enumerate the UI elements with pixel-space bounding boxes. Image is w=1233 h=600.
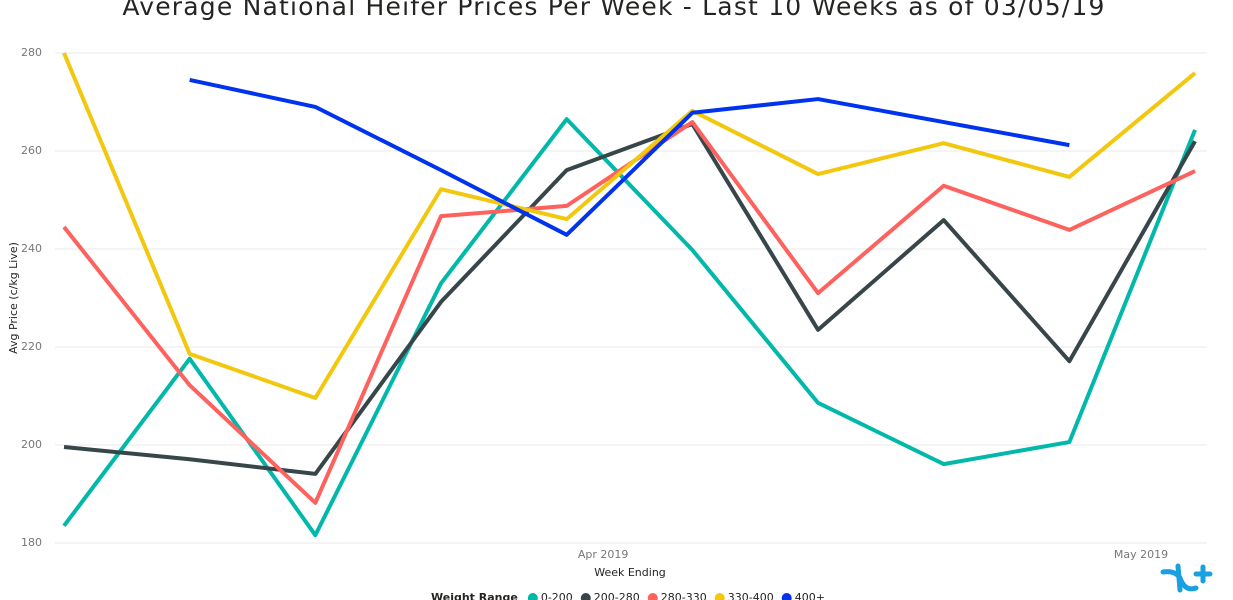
chart-title: Average National Heifer Prices Per Week …: [122, 0, 1105, 21]
x-tick-label: May 2019: [1114, 548, 1168, 561]
x-tick-label: Apr 2019: [578, 548, 629, 561]
series-line: [63, 122, 1197, 476]
legend-swatch: [580, 593, 591, 600]
y-axis-title: Avg Price (c/kg Live): [7, 242, 20, 354]
legend-label: 330-400: [728, 591, 774, 600]
y-tick-label: 260: [21, 144, 42, 157]
y-tick-label: 200: [21, 438, 42, 451]
legend-swatch: [714, 593, 725, 600]
legend-label: 400+: [795, 591, 825, 600]
legend-label: 280-330: [661, 591, 707, 600]
x-axis-title: Week Ending: [594, 566, 666, 579]
legend-label: 200-280: [594, 591, 640, 600]
legend-swatch: [647, 593, 658, 600]
y-tick-label: 180: [21, 536, 42, 549]
legend-label: 0-200: [541, 591, 573, 600]
legend-swatch: [781, 593, 792, 600]
series-line: [62, 117, 1197, 538]
y-tick-label: 280: [21, 46, 42, 59]
legend-title: Weight Range: [431, 591, 518, 600]
y-tick-label: 240: [21, 242, 42, 255]
series-line: [189, 77, 1070, 237]
series-line: [62, 52, 1197, 400]
y-tick-label: 220: [21, 340, 42, 353]
legend-swatch: [527, 593, 538, 600]
logo: [1160, 563, 1213, 593]
